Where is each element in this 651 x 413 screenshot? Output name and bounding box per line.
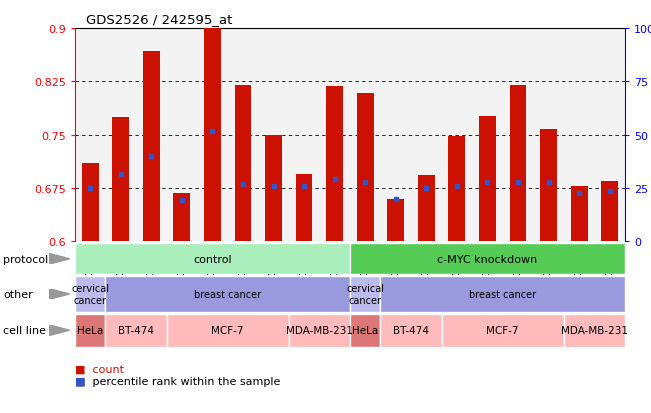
Bar	[82, 164, 98, 242]
Text: cell line: cell line	[3, 325, 46, 335]
Bar	[533, 29, 564, 242]
Bar	[105, 314, 167, 347]
Text: ■  count: ■ count	[75, 363, 124, 373]
Polygon shape	[49, 254, 70, 265]
Text: GDS2526 / 242595_at: GDS2526 / 242595_at	[86, 13, 232, 26]
Bar	[350, 29, 380, 242]
Bar	[105, 277, 350, 312]
Text: cervical
cancer: cervical cancer	[71, 283, 109, 305]
Text: MCF-7: MCF-7	[486, 325, 519, 335]
Polygon shape	[49, 325, 70, 336]
Bar	[441, 29, 472, 242]
Bar	[167, 29, 197, 242]
Bar	[265, 135, 282, 242]
Bar	[594, 29, 625, 242]
Text: HeLa: HeLa	[77, 325, 104, 335]
Polygon shape	[49, 289, 70, 300]
Bar	[204, 29, 221, 242]
Text: MDA-MB-231: MDA-MB-231	[561, 325, 628, 335]
Text: ■: ■	[75, 376, 85, 386]
Bar	[258, 29, 289, 242]
Text: BT-474: BT-474	[118, 325, 154, 335]
Bar	[105, 29, 136, 242]
Bar	[571, 186, 587, 242]
Bar	[357, 94, 374, 242]
Bar	[228, 29, 258, 242]
Bar	[449, 137, 465, 242]
Bar	[441, 314, 564, 347]
Bar	[75, 277, 105, 312]
Bar	[602, 181, 618, 242]
Bar	[387, 199, 404, 242]
Bar	[472, 29, 503, 242]
Text: breast cancer: breast cancer	[194, 289, 261, 299]
Bar	[326, 87, 343, 242]
Bar	[234, 85, 251, 242]
Bar	[510, 85, 527, 242]
Text: MDA-MB-231: MDA-MB-231	[286, 325, 353, 335]
Bar	[503, 29, 533, 242]
Bar	[289, 29, 320, 242]
Bar	[564, 29, 594, 242]
Bar	[380, 314, 441, 347]
Bar	[350, 314, 380, 347]
Bar	[143, 52, 159, 242]
Bar	[350, 244, 625, 275]
Text: breast cancer: breast cancer	[469, 289, 536, 299]
Text: MCF-7: MCF-7	[212, 325, 244, 335]
Bar	[167, 314, 289, 347]
Bar	[113, 118, 129, 242]
Bar	[479, 117, 496, 242]
Bar	[380, 277, 625, 312]
Text: other: other	[3, 289, 33, 299]
Text: protocol: protocol	[3, 254, 49, 264]
Bar	[197, 29, 228, 242]
Bar	[540, 130, 557, 242]
Text: HeLa: HeLa	[352, 325, 378, 335]
Bar	[380, 29, 411, 242]
Bar	[320, 29, 350, 242]
Text: ■  percentile rank within the sample: ■ percentile rank within the sample	[75, 376, 280, 386]
Bar	[136, 29, 167, 242]
Text: BT-474: BT-474	[393, 325, 429, 335]
Bar	[564, 314, 625, 347]
Bar	[173, 193, 190, 242]
Bar	[296, 174, 312, 242]
Bar	[75, 314, 105, 347]
Bar	[350, 277, 380, 312]
Text: c-MYC knockdown: c-MYC knockdown	[437, 254, 538, 264]
Text: cervical
cancer: cervical cancer	[346, 283, 384, 305]
Bar	[75, 29, 105, 242]
Bar	[418, 176, 435, 242]
Bar	[411, 29, 441, 242]
Bar	[75, 244, 350, 275]
Text: control: control	[193, 254, 232, 264]
Bar	[289, 314, 350, 347]
